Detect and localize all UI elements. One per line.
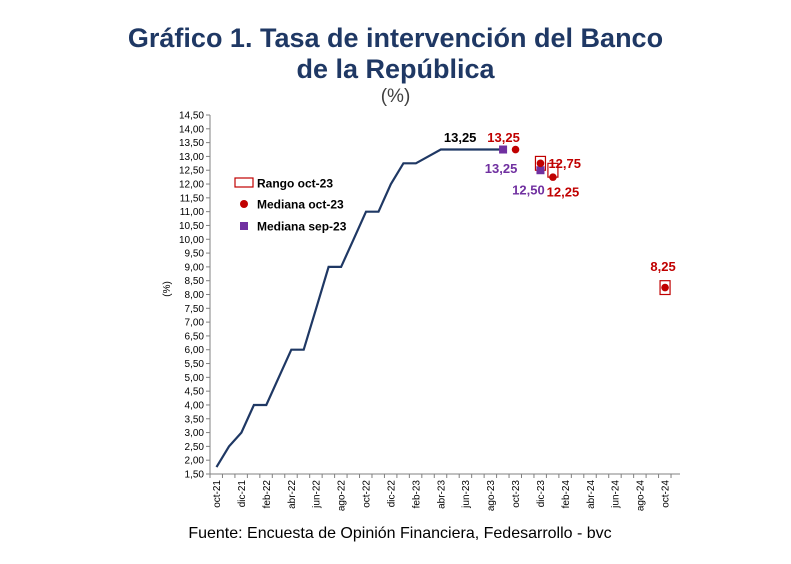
- x-tick-label: ago-22: [337, 480, 348, 512]
- data-label: 12,75: [548, 156, 581, 171]
- series-line: [215, 148, 504, 468]
- y-tick-label: 6,50: [185, 331, 205, 342]
- y-tick-label: 9,00: [185, 262, 205, 273]
- x-tick-label: oct-22: [362, 480, 373, 508]
- y-tick-label: 10,00: [179, 235, 204, 246]
- y-tick-label: 14,50: [179, 111, 204, 122]
- x-tick-label: ago-24: [636, 480, 647, 512]
- x-tick-label: feb-22: [262, 480, 273, 509]
- legend-label: Mediana oct-23: [257, 198, 344, 212]
- y-tick-label: 9,50: [185, 249, 205, 260]
- y-tick-label: 7,50: [185, 304, 205, 315]
- chart-title-line2: de la República: [296, 54, 495, 84]
- y-tick-label: 13,00: [179, 152, 204, 163]
- y-tick-label: 11,00: [180, 207, 205, 218]
- y-tick-label: 1,50: [185, 470, 205, 481]
- data-label: 13,25: [485, 161, 518, 176]
- y-tick-label: 5,50: [185, 359, 205, 370]
- y-tick-label: 3,50: [185, 414, 205, 425]
- y-tick-label: 11,50: [180, 193, 205, 204]
- legend-swatch-median-oct: [240, 200, 248, 208]
- median-sep-marker: [536, 166, 545, 175]
- median-sep-marker: [499, 145, 508, 154]
- data-label: 12,25: [547, 185, 580, 200]
- median-oct-marker: [511, 145, 520, 154]
- x-tick-label: abr-22: [287, 480, 298, 509]
- data-label: 12,50: [512, 183, 545, 198]
- x-tick-label: dic-22: [386, 480, 397, 508]
- y-tick-label: 4,00: [185, 400, 205, 411]
- y-tick-label: 10,50: [179, 221, 204, 232]
- median-oct-marker: [536, 159, 545, 168]
- x-tick-label: ago-23: [486, 480, 497, 512]
- data-label: 13,25: [444, 130, 477, 145]
- y-tick-label: 12,50: [179, 166, 204, 177]
- source-note: Fuente: Encuesta de Opinión Financiera, …: [188, 525, 612, 542]
- x-tick-label: oct-23: [511, 480, 522, 508]
- x-tick-label: dic-21: [237, 480, 248, 508]
- x-tick-label: oct-24: [661, 480, 672, 508]
- chart-title-line1: Gráfico 1. Tasa de intervención del Banc…: [127, 23, 664, 53]
- y-tick-label: 5,00: [185, 373, 205, 384]
- x-tick-label: abr-23: [436, 480, 447, 509]
- y-tick-label: 13,50: [179, 138, 204, 149]
- y-tick-label: 14,00: [179, 124, 204, 135]
- x-tick-label: feb-24: [561, 480, 572, 509]
- data-label: 8,25: [650, 259, 675, 274]
- x-tick-label: jun-24: [611, 480, 622, 509]
- legend-swatch-median-sep: [240, 222, 248, 230]
- data-label: 13,25: [487, 130, 520, 145]
- range-box: [659, 280, 671, 296]
- x-tick-label: jun-22: [312, 480, 323, 509]
- chart-unit: (%): [380, 86, 411, 107]
- legend-label: Rango oct-23: [257, 177, 333, 191]
- median-oct-marker: [549, 173, 557, 181]
- y-tick-label: 12,00: [179, 180, 204, 191]
- x-tick-label: dic-23: [536, 480, 547, 508]
- x-tick-label: feb-23: [411, 480, 422, 509]
- median-oct-marker: [661, 283, 669, 292]
- y-tick-label: 8,00: [185, 290, 205, 301]
- legend-swatch-range: [234, 177, 254, 188]
- y-tick-label: 6,00: [185, 345, 205, 356]
- x-tick-label: oct-21: [212, 480, 223, 508]
- y-tick-label: 2,50: [185, 442, 205, 453]
- y-tick-label: 4,50: [185, 387, 205, 398]
- x-tick-label: jun-23: [461, 480, 472, 509]
- y-tick-label: 7,00: [185, 318, 205, 329]
- y-tick-label: 2,00: [185, 456, 205, 467]
- legend-label: Mediana sep-23: [257, 220, 347, 234]
- y-tick-label: 8,50: [185, 276, 205, 287]
- y-tick-label: 3,00: [185, 428, 205, 439]
- y-axis-label: (%): [162, 281, 173, 297]
- x-tick-label: abr-24: [586, 480, 597, 509]
